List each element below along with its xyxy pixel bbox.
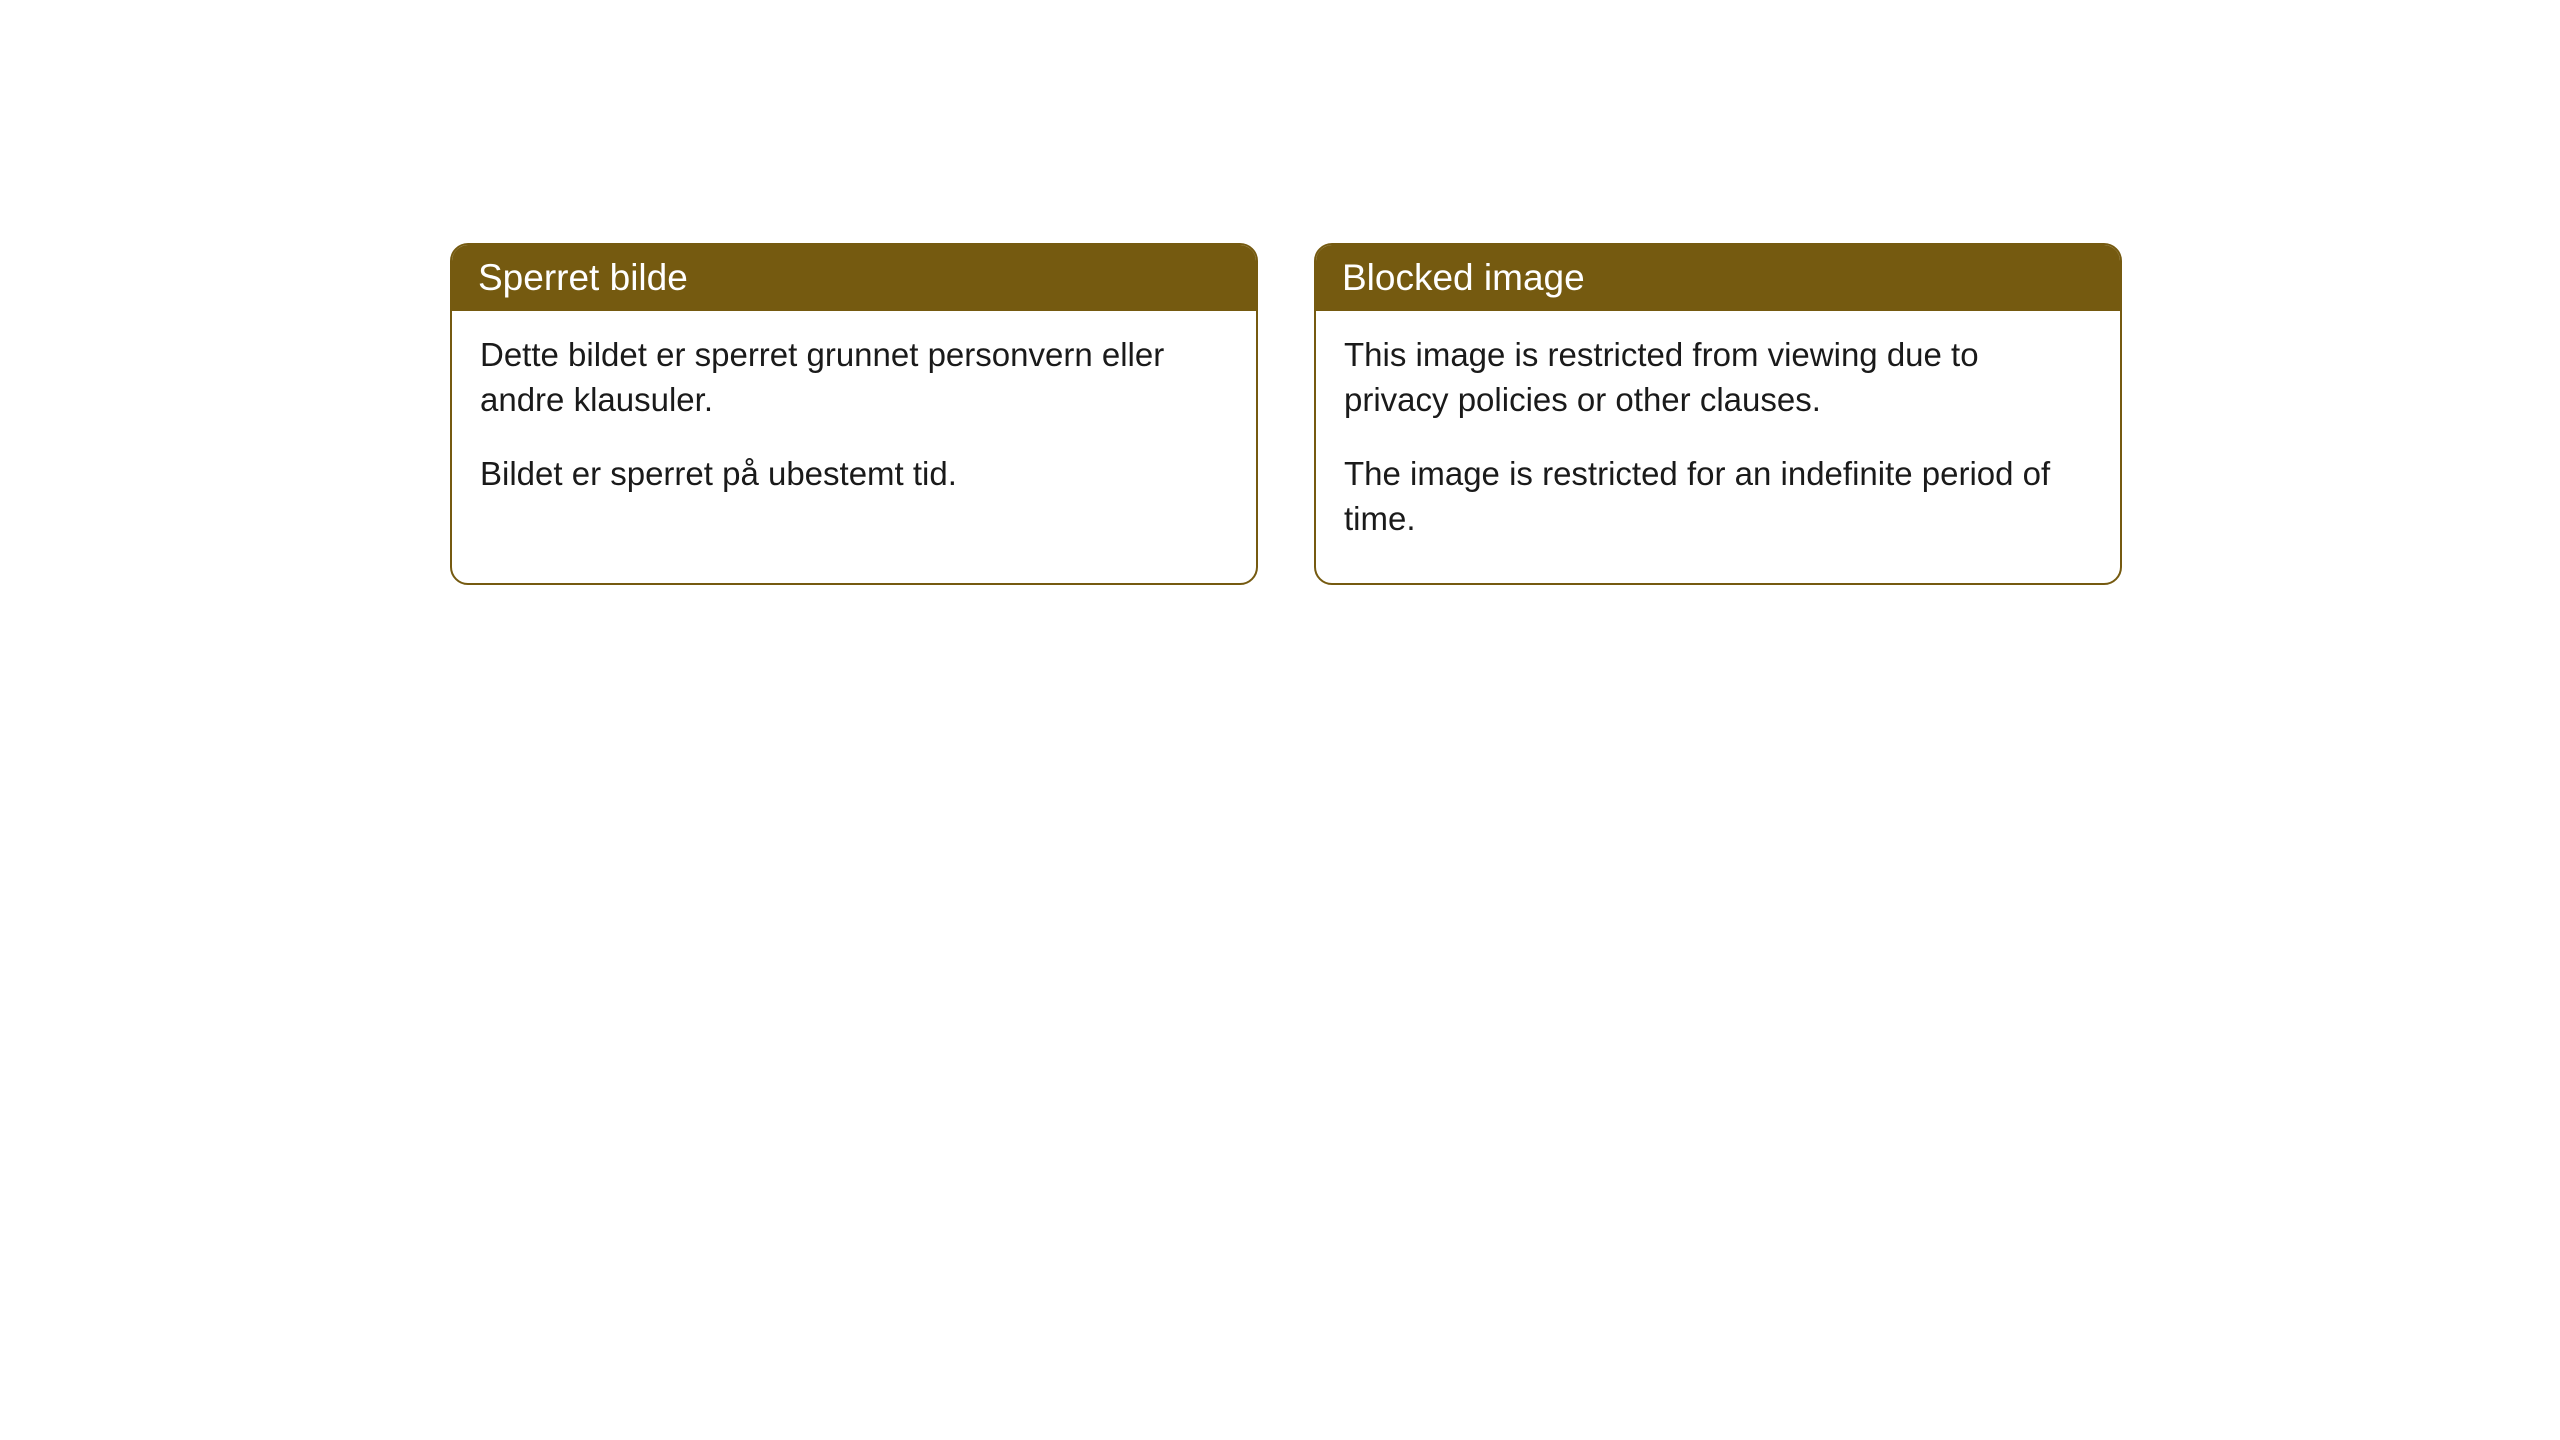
card-paragraph: Dette bildet er sperret grunnet personve…	[480, 333, 1228, 422]
card-paragraph: Bildet er sperret på ubestemt tid.	[480, 452, 1228, 497]
card-body: Dette bildet er sperret grunnet personve…	[452, 311, 1256, 539]
notice-card-norwegian: Sperret bilde Dette bildet er sperret gr…	[450, 243, 1258, 585]
card-title: Blocked image	[1342, 257, 1585, 298]
card-header: Sperret bilde	[452, 245, 1256, 311]
card-header: Blocked image	[1316, 245, 2120, 311]
notice-card-english: Blocked image This image is restricted f…	[1314, 243, 2122, 585]
card-body: This image is restricted from viewing du…	[1316, 311, 2120, 583]
card-paragraph: This image is restricted from viewing du…	[1344, 333, 2092, 422]
card-title: Sperret bilde	[478, 257, 688, 298]
notice-container: Sperret bilde Dette bildet er sperret gr…	[0, 0, 2560, 585]
card-paragraph: The image is restricted for an indefinit…	[1344, 452, 2092, 541]
